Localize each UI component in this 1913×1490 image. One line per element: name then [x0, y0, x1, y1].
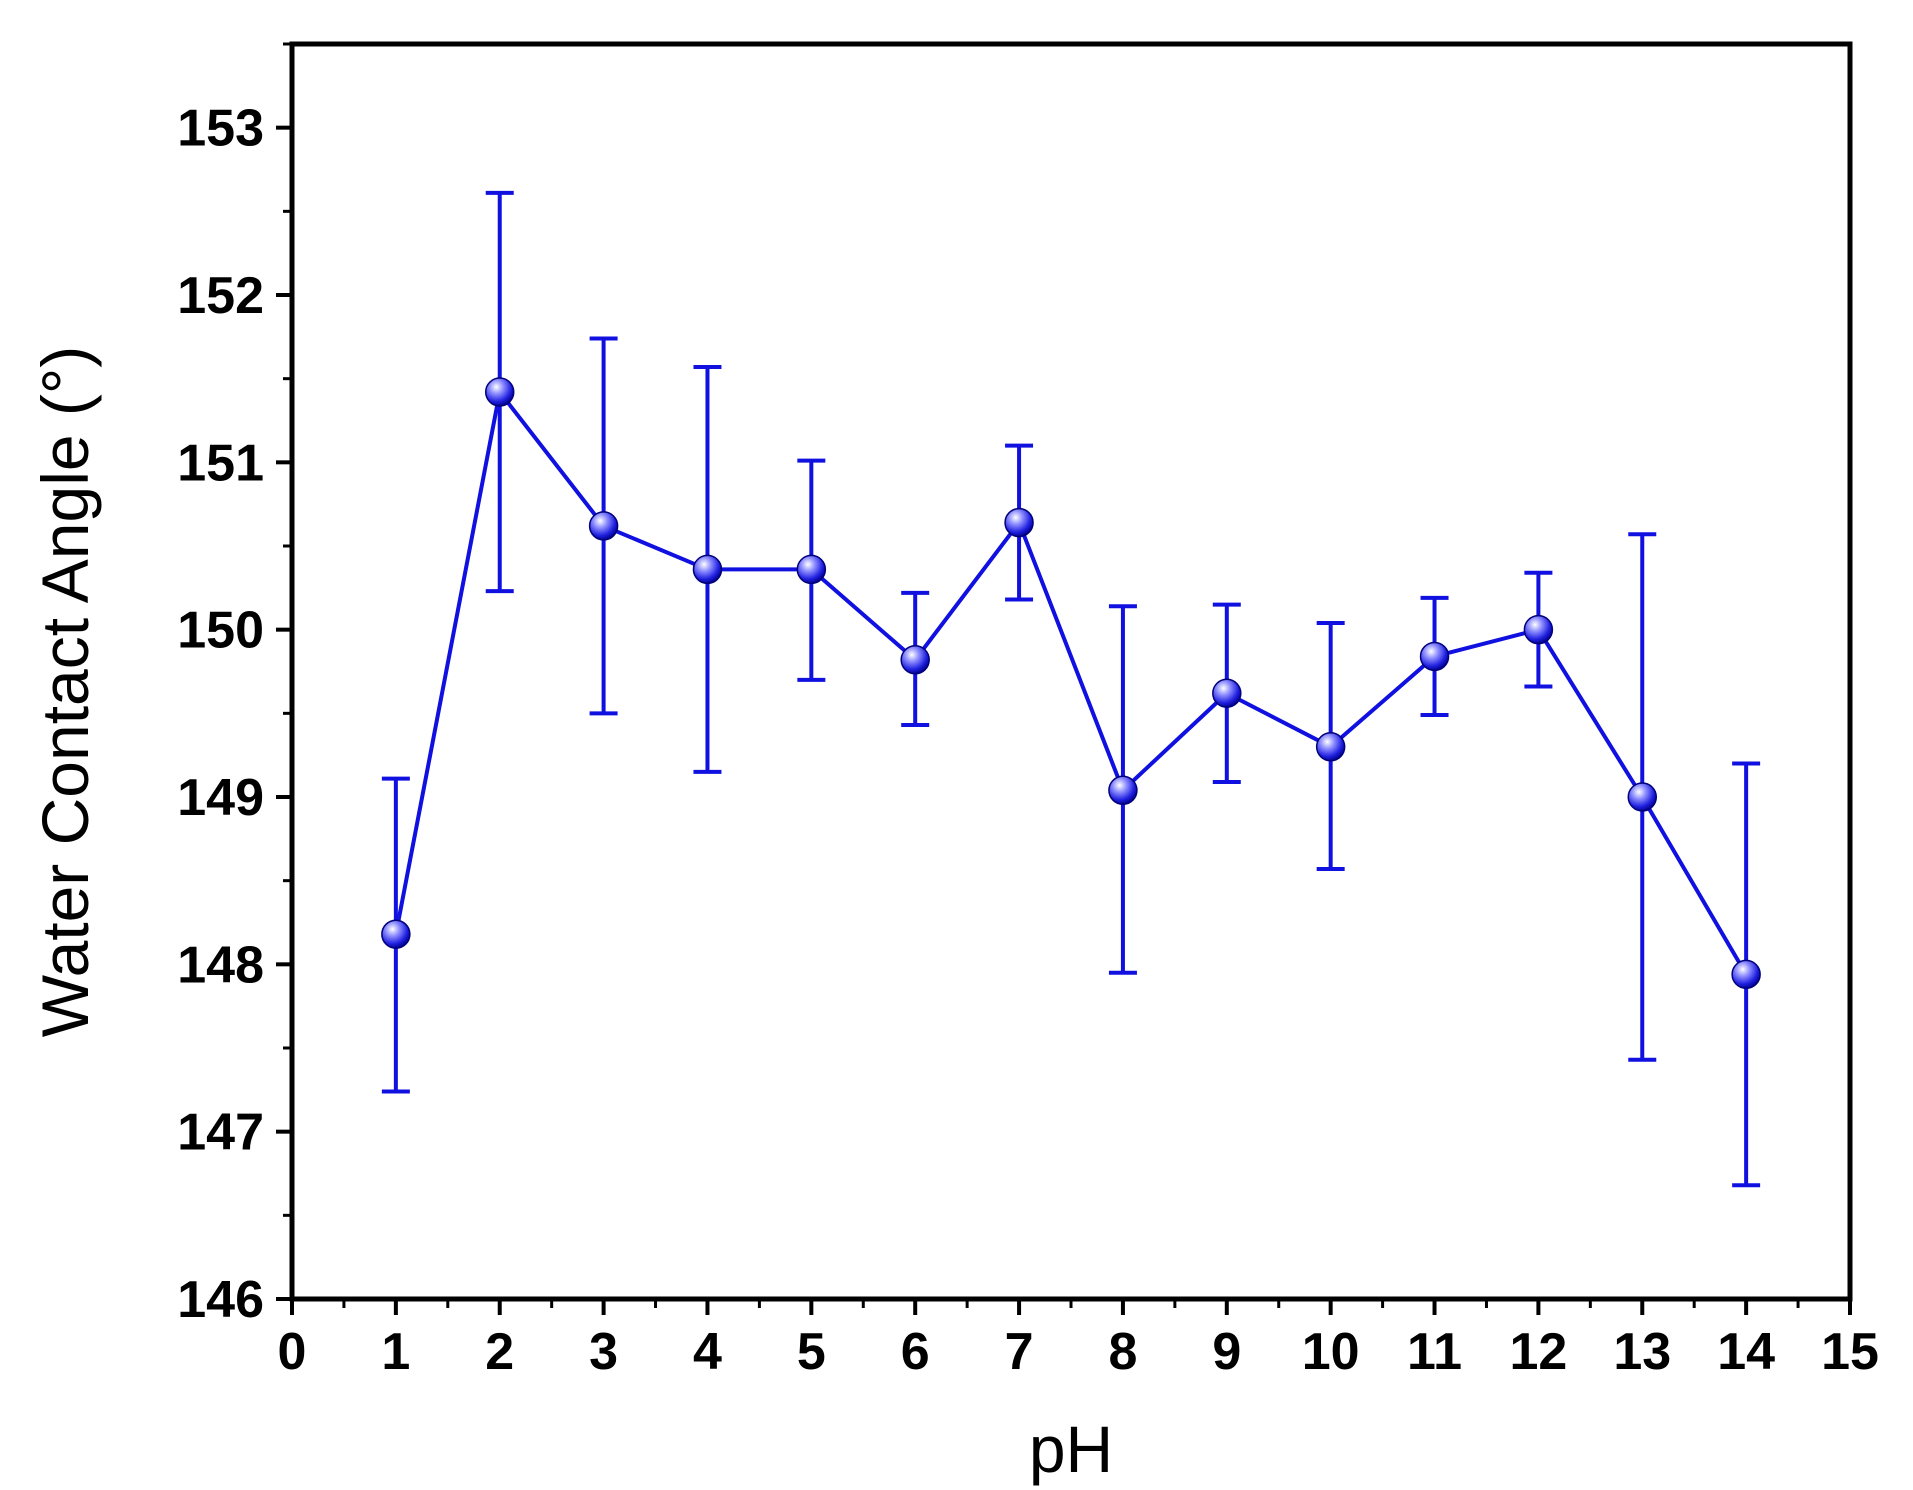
x-tick-label: 4	[693, 1323, 722, 1381]
data-layer	[381, 190, 1761, 1188]
x-tick-label: 11	[1407, 1323, 1462, 1381]
x-tick-label: 10	[1302, 1323, 1360, 1381]
data-point	[484, 377, 515, 407]
x-tick-label: 7	[1005, 1323, 1034, 1381]
x-tick-label: 6	[901, 1323, 930, 1381]
x-tick-label: 0	[278, 1323, 307, 1381]
data-point	[1523, 614, 1554, 645]
data-point	[1108, 775, 1138, 806]
axes-layer: 0 1 2 3 4 5 6 7 8 9 10 11 12 13 14 15146147148149150151…	[177, 42, 1879, 1381]
x-tick-label: 9	[1212, 1323, 1241, 1381]
y-tick-label: 152	[177, 267, 264, 325]
y-tick-label: 151	[177, 434, 264, 492]
y-tick-label: 146	[177, 1271, 264, 1329]
series-line	[393, 390, 1748, 976]
y-axis-title: Water Contact Angle (°)	[28, 346, 102, 1038]
y-tick-label: 148	[177, 936, 264, 994]
x-tick-label: 13	[1613, 1323, 1671, 1381]
data-point	[692, 554, 723, 585]
data-point	[1627, 782, 1658, 812]
plot-frame	[289, 41, 1853, 1302]
x-tick-label: 15	[1821, 1323, 1879, 1381]
y-tick-label: 149	[177, 769, 264, 827]
x-tick-label: 8	[1108, 1323, 1137, 1381]
x-tick-label: 1	[381, 1323, 410, 1381]
data-point	[900, 645, 930, 675]
data-point	[381, 919, 411, 949]
y-tick-label: 147	[177, 1104, 264, 1162]
data-point	[1315, 732, 1346, 762]
data-point	[796, 554, 827, 585]
data-point	[1419, 641, 1450, 672]
y-tick-label: 150	[177, 602, 264, 660]
data-point	[588, 511, 619, 541]
x-tick-label: 5	[797, 1323, 826, 1381]
x-tick-label: 2	[485, 1323, 514, 1381]
plot-border	[289, 41, 1853, 1302]
data-point	[1004, 507, 1034, 538]
data-point	[1731, 959, 1761, 990]
data-point	[1212, 678, 1242, 709]
y-tick-label: 153	[177, 100, 264, 158]
x-tick-label: 3	[589, 1323, 618, 1381]
x-tick-label: 12	[1509, 1323, 1567, 1381]
x-axis-title: pH	[1029, 1412, 1113, 1486]
x-tick-label: 14	[1717, 1323, 1775, 1381]
